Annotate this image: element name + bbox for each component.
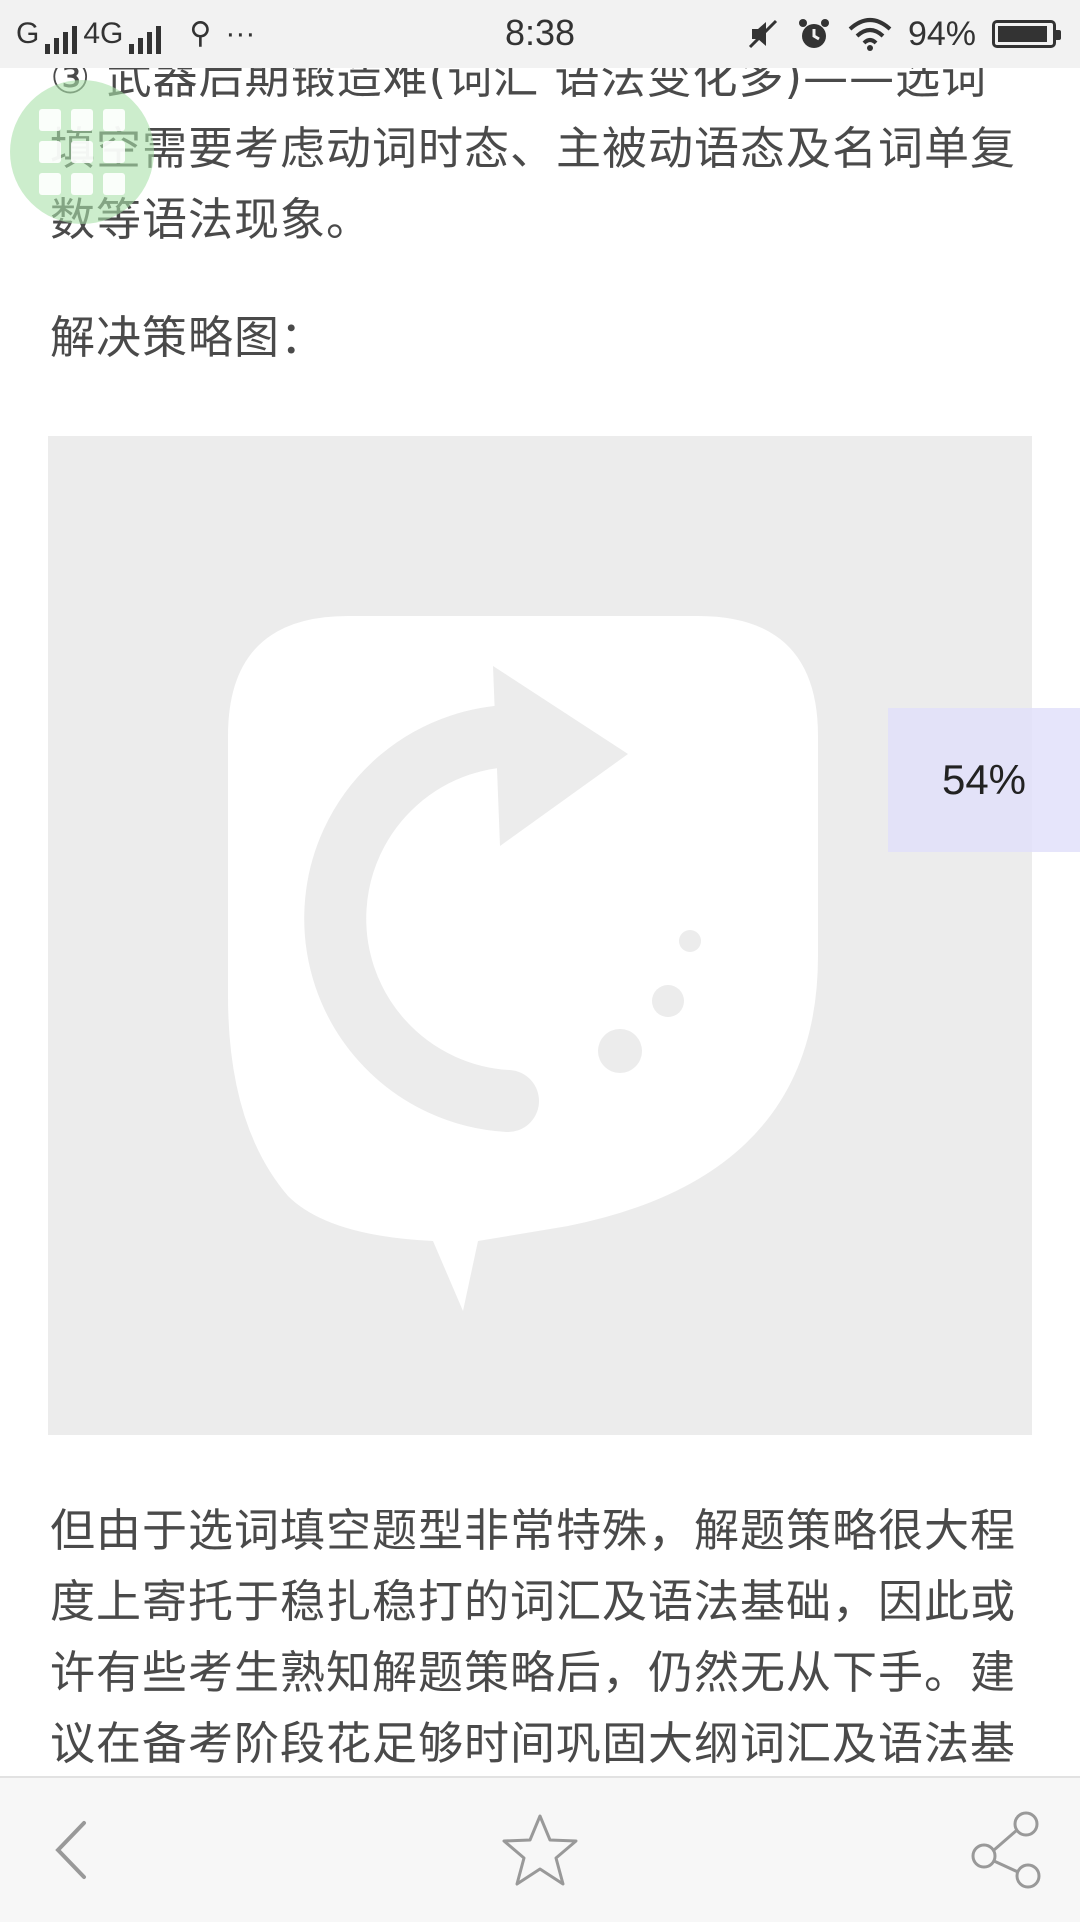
wifi-icon [848, 18, 892, 51]
loading-placeholder-icon [228, 616, 818, 1311]
share-icon [971, 1811, 1041, 1889]
battery-percent: 94% [907, 14, 976, 53]
network-type-2: 4G [83, 17, 124, 50]
article-heading: 解决策略图： [50, 311, 327, 364]
grid-icon [39, 109, 61, 131]
clock: 8:38 [504, 12, 576, 53]
article-paragraph-top: ③ 武器后期锻造难(词汇 语法变化多)——选词填空需要考虑动词时态、主被动语态及… [50, 51, 1017, 246]
chevron-left-icon [55, 1821, 86, 1879]
image-placeholder[interactable] [48, 436, 1032, 1435]
signal-icon [45, 24, 78, 54]
favorite-button[interactable] [468, 1778, 612, 1922]
status-bar: G 4G ⚲ ··· 8:38 94% [0, 0, 1080, 68]
back-button[interactable] [0, 1778, 144, 1922]
alarm-icon [798, 19, 829, 48]
bottom-toolbar [0, 1776, 1080, 1922]
mute-icon [748, 19, 777, 49]
usb-icon: ⚲ [189, 17, 212, 50]
article-paragraph-bottom: 但由于选词填空题型非常特殊，解题策略很大程度上寄托于稳扎稳打的词汇及语法基础，因… [50, 1504, 1017, 1770]
reading-progress-label: 54% [941, 756, 1027, 803]
more-notifications: ··· [225, 17, 256, 50]
floating-grid-button[interactable] [10, 80, 154, 224]
share-button[interactable] [936, 1778, 1080, 1922]
reading-progress-indicator: 54% [888, 708, 1080, 852]
star-icon [502, 1814, 578, 1886]
signal-icon-2 [129, 24, 162, 54]
battery-icon [992, 20, 1061, 48]
network-type-1: G [16, 17, 40, 50]
